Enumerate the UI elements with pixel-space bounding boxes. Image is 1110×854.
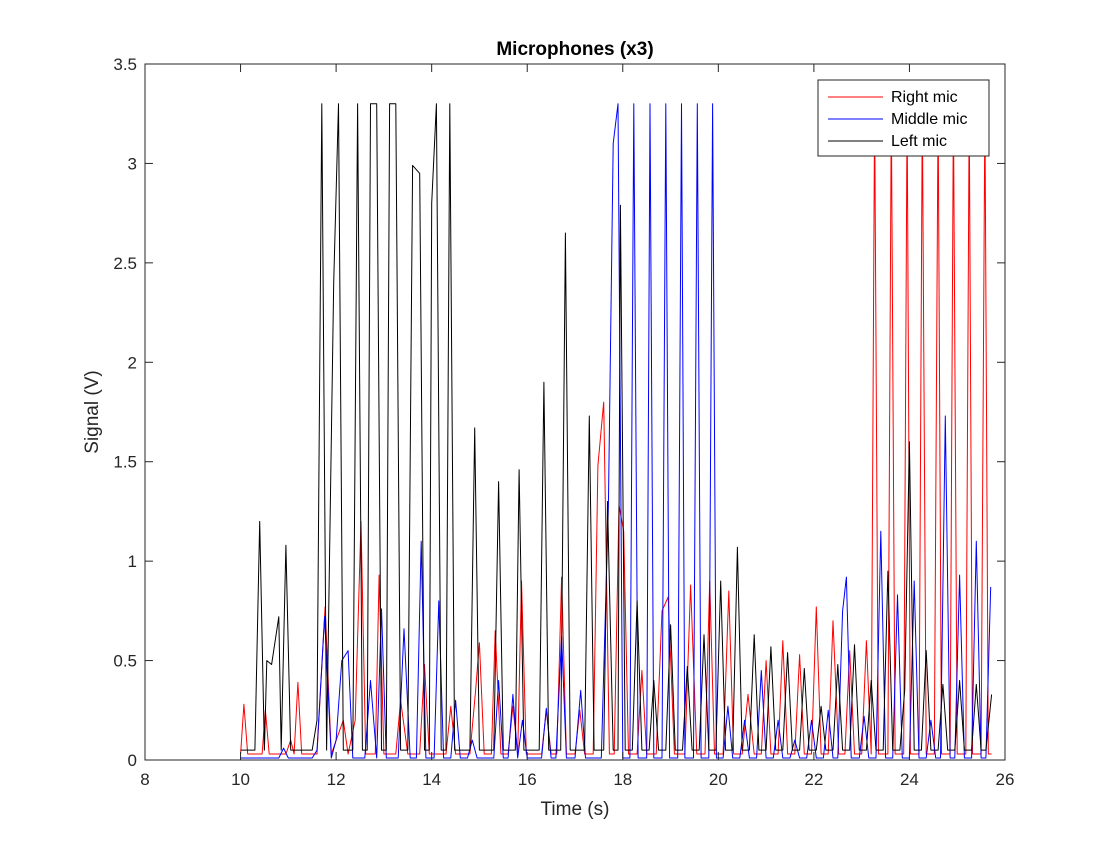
legend-label-middle-mic: Middle mic xyxy=(891,111,967,128)
y-tick-label: 0.5 xyxy=(113,652,137,671)
y-tick-label: 2 xyxy=(128,353,137,372)
legend: Right mic Middle mic Left mic xyxy=(817,79,990,157)
series-line-middle-mic xyxy=(240,103,992,759)
chart-title: Microphones (x3) xyxy=(496,39,653,60)
y-tick-label: 1.5 xyxy=(113,453,137,472)
y-axis-label: Signal (V) xyxy=(82,370,103,453)
x-tick-label: 20 xyxy=(709,770,728,789)
x-axis-label: Time (s) xyxy=(541,799,610,820)
y-tick-label: 3 xyxy=(128,154,137,173)
x-tick-label: 16 xyxy=(518,770,537,789)
x-ticks: 8 10 12 14 16 18 20 22 24 26 xyxy=(140,64,1014,789)
y-tick-label: 2.5 xyxy=(113,254,137,273)
legend-label-left-mic: Left mic xyxy=(891,133,947,150)
legend-box xyxy=(817,79,990,157)
series-layer xyxy=(240,103,993,759)
y-ticks: 0 0.5 1 1.5 2 2.5 3 3.5 xyxy=(113,55,1005,770)
legend-label-right-mic: Right mic xyxy=(891,89,958,106)
y-tick-label: 3.5 xyxy=(113,55,137,74)
y-tick-label: 1 xyxy=(128,552,137,571)
x-tick-label: 8 xyxy=(140,770,149,789)
x-tick-label: 26 xyxy=(996,770,1015,789)
x-tick-label: 10 xyxy=(231,770,250,789)
series-line-left-mic xyxy=(240,103,993,751)
series-line-right-mic xyxy=(240,103,992,755)
x-tick-label: 12 xyxy=(327,770,346,789)
x-tick-label: 24 xyxy=(900,770,919,789)
x-tick-label: 14 xyxy=(422,770,441,789)
x-tick-label: 18 xyxy=(613,770,632,789)
axes-box xyxy=(144,63,1006,761)
y-tick-label: 0 xyxy=(128,751,137,770)
x-tick-label: 22 xyxy=(804,770,823,789)
